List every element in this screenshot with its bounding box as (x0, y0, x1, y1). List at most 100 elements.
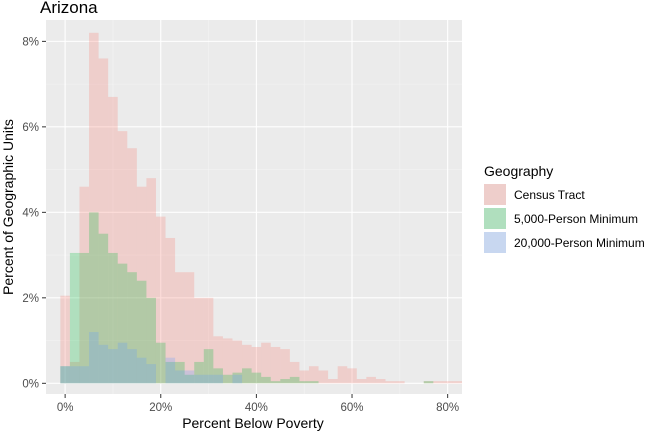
bar-census-tract (242, 344, 252, 384)
bar-20-000-person-minimum (127, 349, 137, 384)
legend-key-20000-min (484, 232, 506, 253)
bar-5-000-person-minimum (299, 381, 309, 384)
bar-census-tract (127, 148, 137, 384)
x-tick-label: 60% (341, 402, 364, 414)
bar-20-000-person-minimum (136, 357, 147, 384)
bar-census-tract (60, 295, 70, 384)
legend-key-5000-min (484, 208, 506, 229)
bar-census-tract (203, 297, 214, 384)
bar-census-tract (289, 361, 300, 384)
bar-census-tract (328, 379, 338, 384)
y-tick-label: 0% (22, 378, 39, 390)
bar-5-000-person-minimum (136, 280, 147, 384)
bar-5-000-person-minimum (127, 272, 137, 384)
legend-swatch-20000-min (484, 232, 506, 253)
legend-label-20000-min: 20,000-Person Minimum (514, 236, 645, 250)
bar-census-tract (108, 96, 118, 384)
bar-20-000-person-minimum (60, 366, 70, 384)
bar-census-tract (146, 178, 156, 384)
bar-20-000-person-minimum (108, 349, 118, 384)
y-axis-title: Percent of Geographic Units (0, 119, 16, 295)
bar-census-tract (366, 376, 376, 384)
bar-census-tract (89, 32, 99, 384)
bar-census-tract (136, 186, 147, 384)
bar-20-000-person-minimum (165, 357, 176, 384)
bar-census-tract (232, 340, 243, 384)
bar-census-tract (395, 381, 405, 384)
bar-20-000-person-minimum (98, 344, 109, 384)
bar-census-tract (175, 272, 185, 384)
bar-5-000-person-minimum (108, 252, 118, 384)
bar-census-tract (299, 370, 309, 384)
legend-key-census-tract (484, 184, 506, 205)
y-tick-label: 8% (22, 36, 39, 48)
bar-census-tract (280, 349, 290, 384)
axis-ticks: 0% 20% 40% 60% 80% 0% 2% 4% 6% 8% (22, 36, 459, 414)
bar-census-tract (337, 366, 348, 384)
bar-5-000-person-minimum (165, 361, 176, 384)
bar-5-000-person-minimum (232, 372, 243, 384)
bar-5-000-person-minimum (261, 376, 271, 384)
bar-census-tract (423, 381, 434, 384)
bar-5-000-person-minimum (289, 376, 300, 384)
y-tick-label: 2% (22, 293, 39, 305)
bar-20-000-person-minimum (232, 374, 243, 384)
x-tick-label: 80% (436, 402, 459, 414)
bar-5-000-person-minimum (280, 379, 290, 384)
chart-title: Arizona (40, 0, 98, 17)
bar-5-000-person-minimum (184, 374, 195, 384)
bar-census-tract (385, 381, 396, 384)
bar-census-tract (251, 346, 262, 384)
bar-5-000-person-minimum (60, 366, 70, 384)
bar-5-000-person-minimum (423, 381, 434, 384)
bar-census-tract (270, 346, 281, 384)
bar-20-000-person-minimum (117, 342, 128, 384)
bar-5-000-person-minimum (146, 297, 156, 384)
x-axis-title: Percent Below Poverty (182, 415, 324, 431)
bar-census-tract (165, 237, 176, 384)
bar-20-000-person-minimum (79, 366, 90, 384)
legend: Geography Census Tract 5,000-Person Mini… (484, 163, 645, 253)
bar-census-tract (79, 186, 90, 384)
grid-lines (46, 20, 462, 394)
bar-20-000-person-minimum (175, 370, 185, 384)
bar-5-000-person-minimum (242, 368, 252, 384)
bar-census-tract (213, 336, 223, 384)
y-tick-label: 6% (22, 122, 39, 134)
bar-census-tract (117, 131, 128, 384)
bar-census-tract (155, 216, 166, 384)
bar-census-tract (184, 272, 195, 384)
bar-20-000-person-minimum (213, 374, 223, 384)
histogram-bars (60, 32, 462, 384)
bar-20-000-person-minimum (146, 364, 156, 384)
bar-20-000-person-minimum (203, 374, 214, 384)
legend-title: Geography (484, 163, 553, 179)
bar-5-000-person-minimum (203, 349, 214, 384)
bar-20-000-person-minimum (69, 366, 80, 384)
legend-label-census-tract: Census Tract (514, 188, 585, 202)
bar-census-tract (375, 379, 386, 384)
bar-5-000-person-minimum (222, 374, 233, 384)
x-tick-label: 20% (149, 402, 172, 414)
bar-census-tract (261, 342, 271, 384)
bar-census-tract (308, 366, 319, 384)
bar-5-000-person-minimum (155, 342, 166, 384)
y-tick-label: 4% (22, 207, 39, 219)
bar-5-000-person-minimum (213, 368, 223, 384)
bar-5-000-person-minimum (308, 381, 319, 384)
bar-5-000-person-minimum (270, 381, 281, 384)
legend-swatch-5000-min (484, 208, 506, 229)
plot-panel (46, 20, 462, 394)
legend-label-5000-min: 5,000-Person Minimum (514, 212, 638, 226)
bar-census-tract (442, 381, 453, 384)
bar-20-000-person-minimum (184, 370, 195, 384)
bar-census-tract (356, 379, 367, 384)
bar-5-000-person-minimum (251, 372, 262, 384)
bar-20-000-person-minimum (89, 332, 99, 384)
bar-5-000-person-minimum (98, 233, 109, 384)
bar-census-tract (98, 58, 109, 384)
bar-5-000-person-minimum (69, 252, 80, 384)
bar-5-000-person-minimum (89, 212, 99, 384)
bar-census-tract (69, 361, 80, 384)
